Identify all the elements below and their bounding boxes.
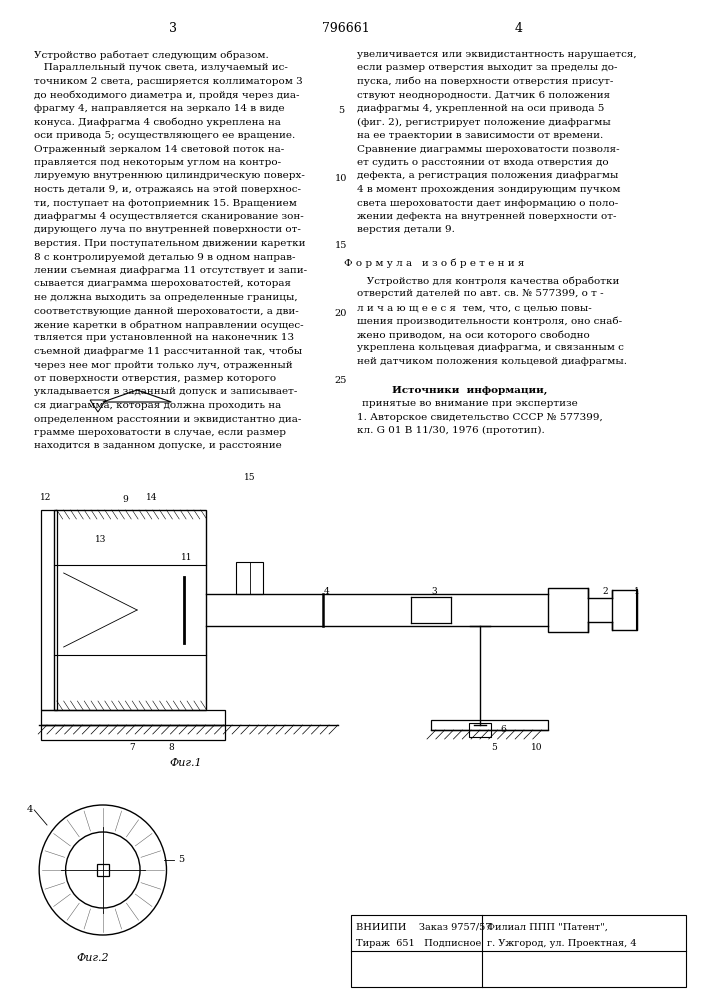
Bar	[469, 723, 491, 737]
Text: если размер отверстия выходит за пределы до-: если размер отверстия выходит за пределы…	[358, 64, 618, 73]
Text: лируемую внутреннюю цилиндрическую поверх-: лируемую внутреннюю цилиндрическую повер…	[34, 172, 305, 180]
Text: жение каретки в обратном направлении осущес-: жение каретки в обратном направлении осу…	[34, 320, 304, 330]
Text: Устройство для контроля качества обработки: Устройство для контроля качества обработ…	[358, 276, 620, 286]
Text: 5: 5	[338, 106, 344, 115]
Text: ет судить о расстоянии от входа отверстия до: ет судить о расстоянии от входа отверсти…	[358, 158, 609, 167]
Text: 8 с контролируемой деталью 9 в одном направ-: 8 с контролируемой деталью 9 в одном нап…	[34, 252, 296, 261]
Text: точником 2 света, расширяется коллиматором 3: точником 2 света, расширяется коллиматор…	[34, 77, 303, 86]
Text: через нее мог пройти только луч, отраженный: через нее мог пройти только луч, отражен…	[34, 360, 293, 369]
Text: сывается диаграмма шероховатостей, которая: сывается диаграмма шероховатостей, котор…	[34, 279, 291, 288]
Bar	[236, 562, 264, 594]
Bar	[351, 915, 686, 987]
Text: л и ч а ю щ е е с я  тем, что, с целью повы-: л и ч а ю щ е е с я тем, что, с целью по…	[358, 303, 592, 312]
Text: света шероховатости дает информацию о поло-: света шероховатости дает информацию о по…	[358, 198, 619, 208]
Text: 8: 8	[168, 744, 174, 752]
Text: диафрагмы 4, укрепленной на оси привода 5: диафрагмы 4, укрепленной на оси привода …	[358, 104, 605, 113]
Text: грамме шероховатости в случае, если размер: грамме шероховатости в случае, если разм…	[34, 428, 286, 437]
Text: 12: 12	[40, 493, 52, 502]
Bar	[41, 510, 57, 710]
Text: 11: 11	[181, 554, 193, 562]
Text: Сравнение диаграммы шероховатости позволя-: Сравнение диаграммы шероховатости позвол…	[358, 144, 620, 153]
Text: 10: 10	[334, 174, 347, 183]
Text: оси привода 5; осуществляющего ее вращение.: оси привода 5; осуществляющего ее вращен…	[34, 131, 296, 140]
Text: 4: 4	[515, 21, 523, 34]
Text: 25: 25	[334, 376, 347, 385]
Text: 5: 5	[491, 744, 498, 752]
Text: фрагму 4, направляется на зеркало 14 в виде: фрагму 4, направляется на зеркало 14 в в…	[34, 104, 285, 113]
Text: Тираж  651   Подписное: Тираж 651 Подписное	[356, 939, 481, 948]
Text: г. Ужгород, ул. Проектная, 4: г. Ужгород, ул. Проектная, 4	[486, 939, 636, 948]
Text: ти, поступает на фотоприемник 15. Вращением: ти, поступает на фотоприемник 15. Вращен…	[34, 198, 297, 208]
Text: 5: 5	[178, 856, 185, 864]
Text: 15: 15	[244, 474, 255, 483]
Bar	[41, 710, 226, 725]
Text: 796661: 796661	[322, 21, 370, 34]
Text: жено приводом, на оси которого свободно: жено приводом, на оси которого свободно	[358, 330, 590, 340]
Text: 9: 9	[122, 495, 128, 504]
Text: от поверхности отверстия, размер которого: от поверхности отверстия, размер которог…	[34, 374, 276, 383]
Text: до необходимого диаметра и, пройдя через диа-: до необходимого диаметра и, пройдя через…	[34, 91, 300, 100]
Text: (фиг. 2), регистрирует положение диафрагмы: (фиг. 2), регистрирует положение диафраг…	[358, 117, 612, 127]
Text: Филиал ППП "Патент",: Филиал ППП "Патент",	[486, 923, 607, 932]
Bar	[549, 588, 588, 632]
Text: отверстий дателей по авт. св. № 577399, о т -: отверстий дателей по авт. св. № 577399, …	[358, 290, 604, 298]
Text: 3: 3	[170, 21, 177, 34]
Text: укладывается в заданный допуск и записывает-: укладывается в заданный допуск и записыв…	[34, 387, 298, 396]
Bar	[54, 510, 206, 710]
Text: 4: 4	[26, 806, 33, 814]
Bar	[97, 864, 109, 876]
Text: укреплена кольцевая диафрагма, и связанным с: укреплена кольцевая диафрагма, и связанн…	[358, 344, 624, 353]
Text: 1: 1	[633, 587, 639, 596]
Text: увеличивается или эквидистантность нарушается,: увеличивается или эквидистантность наруш…	[358, 50, 637, 59]
Text: 10: 10	[531, 744, 542, 752]
Text: 3: 3	[431, 587, 437, 596]
Text: 6: 6	[501, 726, 506, 734]
Bar	[41, 725, 226, 740]
Text: Фиг.1: Фиг.1	[170, 758, 202, 768]
Text: 7: 7	[129, 744, 135, 752]
Text: не должна выходить за определенные границы,: не должна выходить за определенные грани…	[34, 293, 298, 302]
Text: на ее траектории в зависимости от времени.: на ее траектории в зависимости от времен…	[358, 131, 604, 140]
Text: пуска, либо на поверхности отверстия присут-: пуска, либо на поверхности отверстия при…	[358, 77, 614, 87]
Text: ствуют неоднородности. Датчик 6 положения: ствуют неоднородности. Датчик 6 положени…	[358, 91, 611, 100]
Text: дирующего луча по внутренней поверхности от-: дирующего луча по внутренней поверхности…	[34, 226, 301, 234]
Text: 2: 2	[602, 587, 608, 596]
Text: 20: 20	[334, 309, 347, 318]
Bar	[612, 590, 636, 630]
Text: находится в заданном допуске, и расстояние: находится в заданном допуске, и расстоян…	[34, 442, 282, 450]
Text: жении дефекта на внутренней поверхности от-: жении дефекта на внутренней поверхности …	[358, 212, 617, 221]
Text: твляется при установленной на наконечник 13: твляется при установленной на наконечник…	[34, 334, 294, 342]
Text: 13: 13	[95, 536, 107, 544]
Text: определенном расстоянии и эквидистантно диа-: определенном расстоянии и эквидистантно …	[34, 414, 302, 424]
Text: дефекта, а регистрация положения диафрагмы: дефекта, а регистрация положения диафраг…	[358, 172, 619, 180]
Bar	[431, 720, 549, 730]
Text: верстия. При поступательном движении каретки: верстия. При поступательном движении кар…	[34, 239, 306, 248]
Text: Источники  информации,: Источники информации,	[392, 385, 548, 395]
Text: 1. Авторское свидетельство СССР № 577399,: 1. Авторское свидетельство СССР № 577399…	[358, 412, 603, 422]
Text: Устройство работает следующим образом.: Устройство работает следующим образом.	[34, 50, 269, 60]
Text: ней датчиком положения кольцевой диафрагмы.: ней датчиком положения кольцевой диафраг…	[358, 357, 628, 366]
Text: шения производительности контроля, оно снаб-: шения производительности контроля, оно с…	[358, 316, 623, 326]
Text: 15: 15	[334, 241, 347, 250]
Text: Параллельный пучок света, излучаемый ис-: Параллельный пучок света, излучаемый ис-	[34, 64, 288, 73]
Text: ся диаграмма, которая должна проходить на: ся диаграмма, которая должна проходить н…	[34, 401, 281, 410]
Text: принятые во внимание при экспертизе: принятые во внимание при экспертизе	[362, 399, 578, 408]
Text: соответствующие данной шероховатости, а дви-: соответствующие данной шероховатости, а …	[34, 306, 299, 316]
Text: кл. G 01 B 11/30, 1976 (прототип).: кл. G 01 B 11/30, 1976 (прототип).	[358, 426, 545, 435]
Text: верстия детали 9.: верстия детали 9.	[358, 226, 455, 234]
Text: правляется под некоторым углом на контро-: правляется под некоторым углом на контро…	[34, 158, 281, 167]
Text: съемной диафрагме 11 рассчитанной так, чтобы: съемной диафрагме 11 рассчитанной так, ч…	[34, 347, 303, 357]
Text: 14: 14	[146, 493, 158, 502]
Text: конуса. Диафрагма 4 свободно укреплена на: конуса. Диафрагма 4 свободно укреплена н…	[34, 117, 281, 127]
Text: ВНИИПИ    Заказ 9757/57: ВНИИПИ Заказ 9757/57	[356, 923, 491, 932]
Text: 4: 4	[323, 587, 329, 596]
Text: ность детали 9, и, отражаясь на этой поверхнос-: ность детали 9, и, отражаясь на этой пов…	[34, 185, 301, 194]
Text: диафрагмы 4 осуществляется сканирование зон-: диафрагмы 4 осуществляется сканирование …	[34, 212, 304, 221]
Text: лении съемная диафрагма 11 отсутствует и запи-: лении съемная диафрагма 11 отсутствует и…	[34, 266, 308, 275]
Text: Отраженный зеркалом 14 световой поток на-: Отраженный зеркалом 14 световой поток на…	[34, 144, 284, 153]
Text: Фиг.2: Фиг.2	[77, 953, 110, 963]
Text: Ф о р м у л а   и з о б р е т е н и я: Ф о р м у л а и з о б р е т е н и я	[344, 259, 524, 268]
Text: 4 в момент прохождения зондирующим пучком: 4 в момент прохождения зондирующим пучко…	[358, 185, 621, 194]
